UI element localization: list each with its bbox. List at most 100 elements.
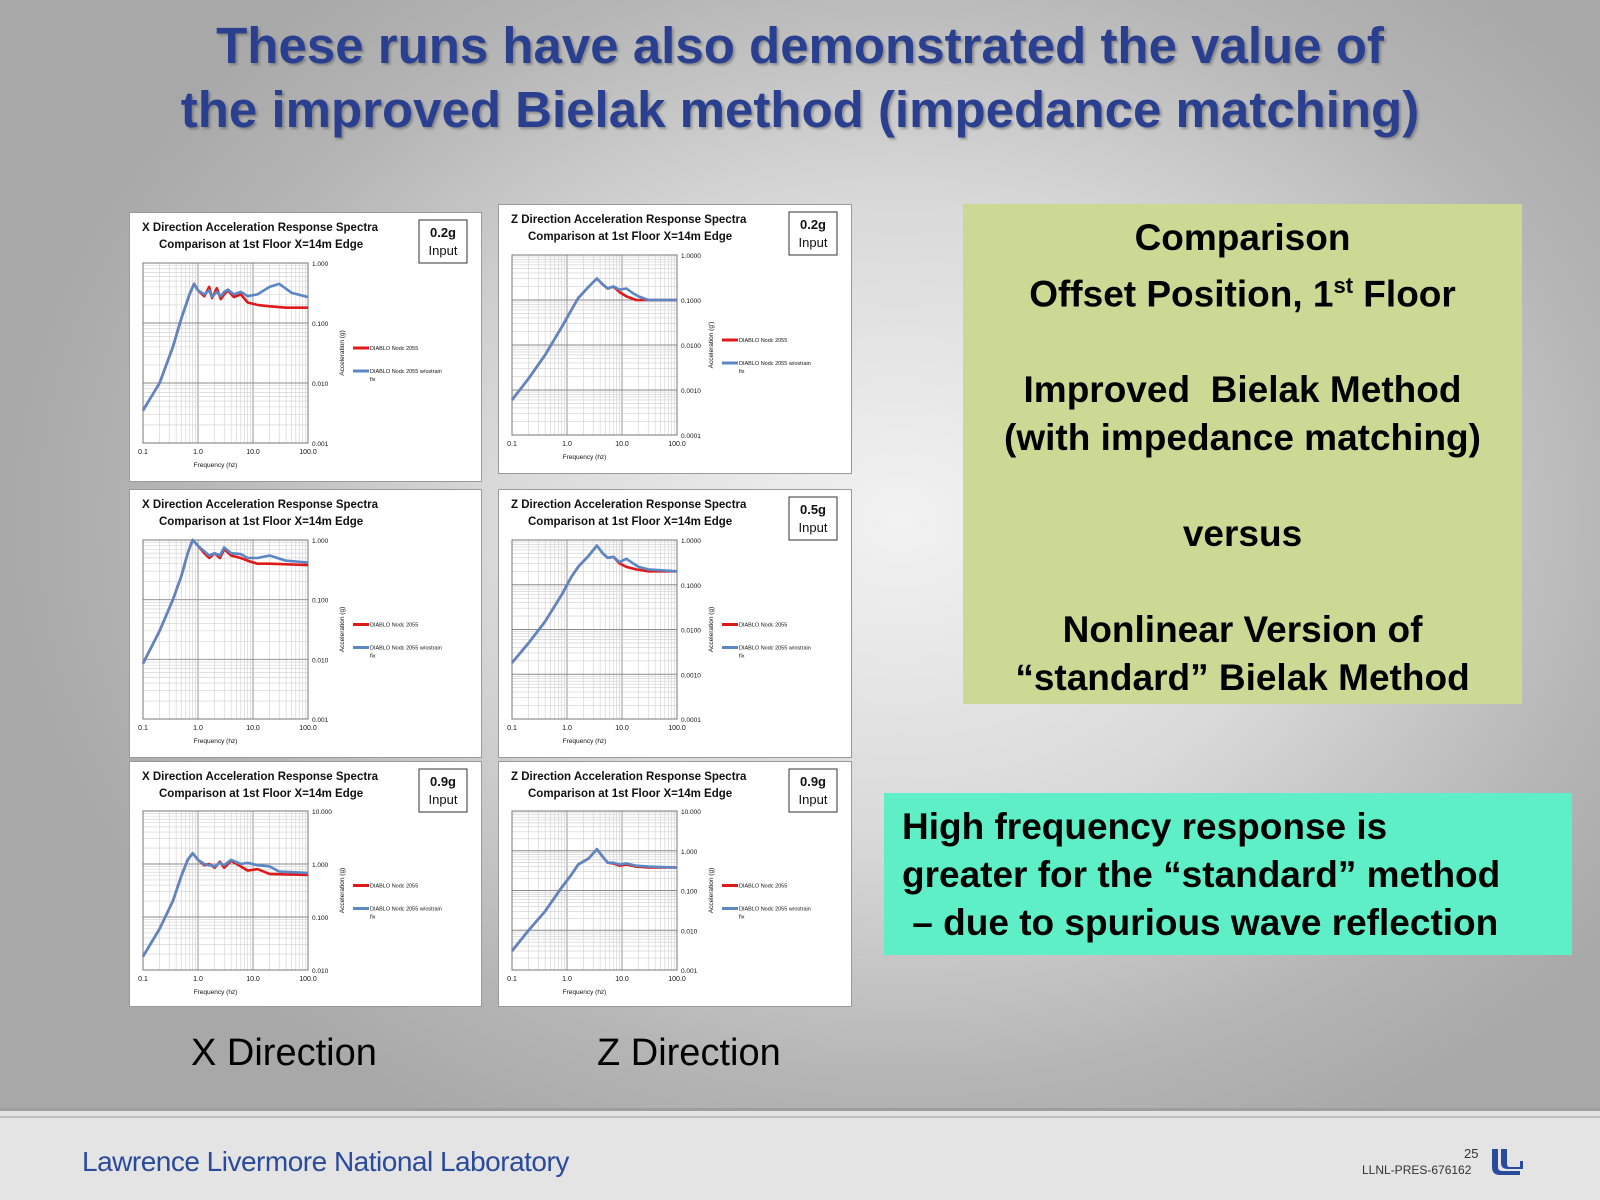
input-label-value: 0.5g bbox=[800, 502, 826, 517]
legend-label-cont: fix bbox=[370, 915, 376, 921]
high-frequency-note-box: High frequency response is greater for t… bbox=[884, 793, 1572, 955]
info-line-2-sup: st bbox=[1333, 273, 1354, 298]
lab-name: Lawrence Livermore National Laboratory bbox=[82, 1146, 569, 1177]
note-line-3: – due to spurious wave reflection bbox=[902, 902, 1499, 943]
y-tick-label: 0.0001 bbox=[681, 433, 701, 440]
y-tick-label: 0.001 bbox=[312, 441, 329, 448]
chart-title: Z Direction Acceleration Response Spectr… bbox=[511, 214, 747, 226]
info-line-2-suffix: Floor bbox=[1353, 273, 1456, 315]
chart-svg: X Direction Acceleration Response Spectr… bbox=[138, 768, 468, 996]
y-tick-label: 0.010 bbox=[312, 381, 329, 388]
y-tick-label: 0.1000 bbox=[681, 298, 701, 305]
chart-svg: Z Direction Acceleration Response Spectr… bbox=[507, 768, 838, 996]
chart-subtitle: Comparison at 1st Floor X=14m Edge bbox=[528, 516, 732, 528]
info-line-2-prefix: Offset Position, 1 bbox=[1029, 273, 1334, 315]
plot-area-border bbox=[511, 539, 678, 720]
note-line-1: High frequency response is bbox=[902, 806, 1388, 847]
chart-svg: X Direction Acceleration Response Spectr… bbox=[138, 499, 442, 745]
y-tick-label: 1.000 bbox=[312, 862, 329, 869]
input-label-value: 0.9g bbox=[800, 774, 826, 789]
legend-label: DIABLO Nodc 2055 bbox=[739, 623, 787, 629]
x-tick-label: 0.1 bbox=[507, 725, 517, 732]
x-tick-label: 10.0 bbox=[615, 976, 629, 983]
chart-subtitle: Comparison at 1st Floor X=14m Edge bbox=[159, 239, 363, 251]
series-line-red bbox=[141, 851, 309, 958]
series-line-blue bbox=[510, 847, 678, 952]
plot-area-border bbox=[511, 254, 678, 436]
legend-label-cont: fix bbox=[370, 377, 376, 383]
x-axis-label: Frequency (hz) bbox=[563, 738, 607, 745]
chart-subtitle: Comparison at 1st Floor X=14m Edge bbox=[528, 231, 732, 243]
chart-svg: X Direction Acceleration Response Spectr… bbox=[138, 219, 468, 469]
slide-title: These runs have also demonstrated the va… bbox=[0, 14, 1600, 142]
y-tick-label: 1.0000 bbox=[681, 253, 701, 260]
x-tick-label: 10.0 bbox=[615, 441, 629, 448]
legend-label: DIABLO Nodc 2055 bbox=[370, 884, 418, 890]
series-line-red bbox=[510, 847, 677, 952]
gridlines bbox=[511, 255, 677, 436]
y-axis-label: Acceleration (g) bbox=[339, 868, 346, 914]
y-tick-label: 10.000 bbox=[681, 809, 701, 816]
x-tick-label: 10.0 bbox=[615, 725, 629, 732]
chart-x-direction-0.2g: X Direction Acceleration Response Spectr… bbox=[129, 212, 482, 482]
x-direction-label: X Direction bbox=[191, 1032, 377, 1074]
chart-z-direction-0.9g: Z Direction Acceleration Response Spectr… bbox=[498, 761, 852, 1007]
y-tick-label: 0.001 bbox=[312, 717, 329, 724]
footer-divider bbox=[0, 1116, 1600, 1118]
legend-label-cont: fix bbox=[370, 654, 376, 660]
info-line-4: (with impedance matching) bbox=[1004, 417, 1481, 459]
chart-title: Z Direction Acceleration Response Spectr… bbox=[511, 771, 747, 783]
plot-area-border bbox=[511, 810, 678, 971]
x-tick-label: 100.0 bbox=[299, 725, 317, 732]
input-label-box bbox=[788, 211, 838, 256]
legend-label-cont: fix bbox=[739, 654, 745, 660]
legend-label: DIABLO Nodc 2055 w/ostrain bbox=[739, 646, 811, 652]
y-tick-label: 0.0010 bbox=[681, 388, 701, 395]
info-line-2: Offset Position, 1st Floor bbox=[963, 262, 1522, 318]
input-label-text: Input bbox=[799, 792, 828, 807]
x-tick-label: 10.0 bbox=[246, 725, 260, 732]
x-tick-label: 0.1 bbox=[138, 725, 148, 732]
y-axis-label: Acceleration (g) bbox=[708, 868, 715, 914]
y-tick-label: 0.010 bbox=[312, 968, 329, 975]
y-axis-label: Acceleration (g) bbox=[339, 607, 346, 653]
info-line-5: versus bbox=[1182, 513, 1303, 555]
chart-svg: Z Direction Acceleration Response Spectr… bbox=[507, 496, 838, 745]
x-tick-label: 100.0 bbox=[668, 976, 686, 983]
input-label-box bbox=[418, 768, 468, 813]
y-axis-label: Acceleration (g) bbox=[708, 607, 715, 653]
chart-subtitle: Comparison at 1st Floor X=14m Edge bbox=[528, 788, 732, 800]
chart-x-direction-0.5g: X Direction Acceleration Response Spectr… bbox=[129, 489, 482, 758]
chart-z-direction-0.2g: Z Direction Acceleration Response Spectr… bbox=[498, 204, 852, 474]
input-label-box bbox=[788, 768, 838, 813]
legend-label: DIABLO Nodc 2055 w/ostrain bbox=[739, 907, 811, 913]
x-axis-label: Frequency (hz) bbox=[563, 454, 607, 461]
series-line-blue bbox=[511, 544, 678, 664]
chart-z-direction-0.5g: Z Direction Acceleration Response Spectr… bbox=[498, 489, 852, 758]
chart-subtitle: Comparison at 1st Floor X=14m Edge bbox=[159, 516, 363, 528]
chart-title: X Direction Acceleration Response Spectr… bbox=[142, 499, 379, 511]
title-line-1: These runs have also demonstrated the va… bbox=[216, 17, 1384, 74]
plot-area-border bbox=[142, 539, 309, 720]
gridlines bbox=[511, 540, 677, 720]
llnl-logo-icon bbox=[1492, 1149, 1523, 1175]
legend-label: DIABLO Nodc 2055 bbox=[739, 338, 787, 344]
chart-subtitle: Comparison at 1st Floor X=14m Edge bbox=[159, 788, 363, 800]
z-direction-label: Z Direction bbox=[597, 1032, 781, 1074]
legend-label: DIABLO Nodc 2055 w/ostrain bbox=[370, 907, 442, 913]
y-axis-label: Acceleration (g') bbox=[708, 322, 715, 369]
x-tick-label: 1.0 bbox=[562, 976, 572, 983]
legend-label: DIABLO Nodc 2055 w/ostrain bbox=[739, 361, 811, 367]
input-label-value: 0.2g bbox=[430, 225, 456, 240]
input-label-box bbox=[788, 496, 838, 541]
legend-label: DIABLO Nodc 2055 w/ostrain bbox=[370, 646, 442, 652]
y-tick-label: 1.000 bbox=[681, 849, 698, 856]
x-tick-label: 0.1 bbox=[138, 449, 148, 456]
x-tick-label: 10.0 bbox=[246, 449, 260, 456]
gridlines bbox=[511, 811, 677, 971]
gridlines bbox=[142, 811, 308, 971]
input-label-text: Input bbox=[429, 243, 458, 258]
presentation-id: LLNL-PRES-676162 bbox=[1362, 1163, 1472, 1177]
input-label-text: Input bbox=[799, 235, 828, 250]
legend-label-cont: fix bbox=[739, 369, 745, 375]
